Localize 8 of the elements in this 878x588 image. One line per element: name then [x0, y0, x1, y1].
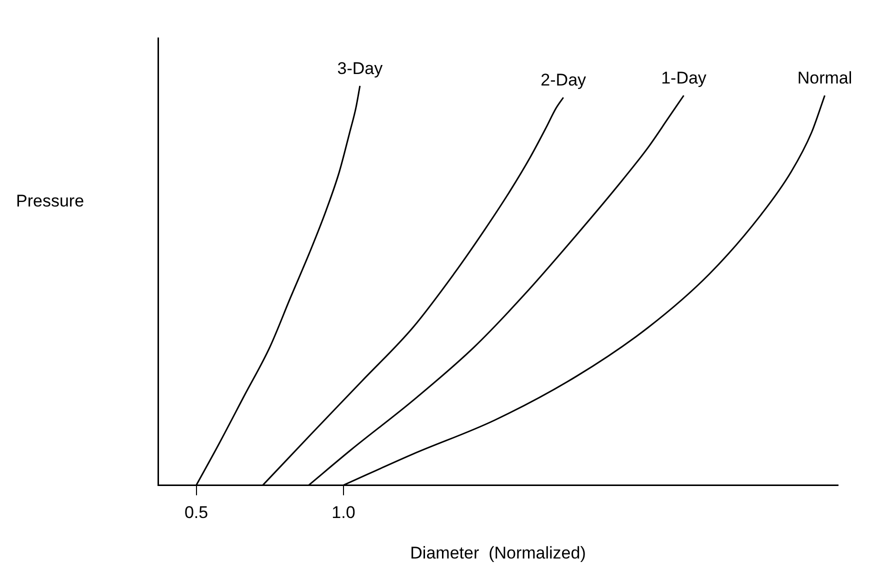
x-tick-label: 1.0: [332, 503, 356, 522]
x-axis-title: Diameter (Normalized): [410, 543, 586, 562]
series-label: 3-Day: [337, 59, 384, 78]
series-label: 1-Day: [661, 68, 707, 88]
x-tick-label: 0.5: [184, 503, 208, 522]
series-label: 2-Day: [540, 70, 587, 90]
series-label: Normal: [797, 68, 852, 88]
y-axis-title: Pressure: [16, 191, 84, 210]
